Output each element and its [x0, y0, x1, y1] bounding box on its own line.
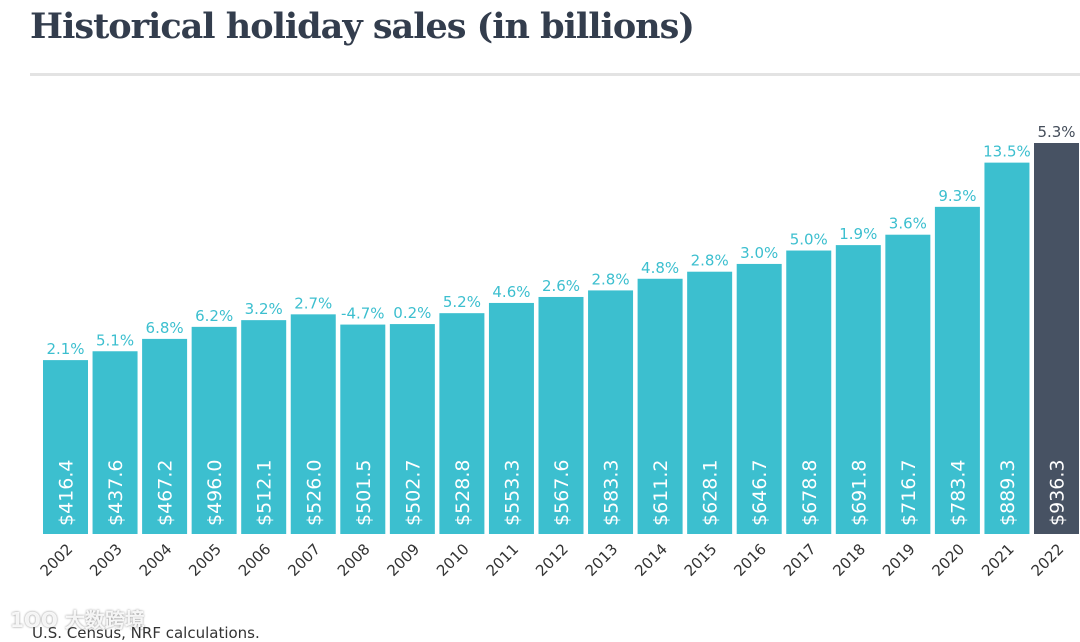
value-label: $567.6 — [551, 460, 573, 526]
x-tick-label: 2005 — [185, 540, 225, 580]
value-label: $501.5 — [353, 460, 375, 526]
bar-2018 — [835, 245, 881, 534]
value-label: $553.3 — [501, 460, 523, 526]
bar-2015 — [687, 271, 733, 534]
value-label: $416.4 — [56, 460, 78, 526]
x-tick-label: 2019 — [879, 540, 919, 580]
x-tick-label: 2006 — [235, 540, 275, 580]
bar-2003 — [92, 351, 138, 534]
growth-label: 2.1% — [46, 340, 84, 358]
value-label: $502.7 — [402, 460, 424, 526]
x-tick-label: 2008 — [334, 540, 374, 580]
source-note: U.S. Census, NRF calculations. — [32, 624, 260, 642]
x-tick-label: 2012 — [532, 540, 572, 580]
growth-label: 3.2% — [245, 300, 283, 318]
x-tick-label: 2010 — [433, 540, 473, 580]
bar-2019 — [885, 234, 931, 535]
growth-label: 3.6% — [889, 215, 927, 233]
bar-2012 — [538, 296, 584, 534]
x-tick-label: 2003 — [86, 540, 126, 580]
x-tick-label: 2016 — [730, 540, 770, 580]
value-label: $583.3 — [601, 460, 623, 526]
bar-2013 — [588, 290, 634, 534]
value-label: $526.0 — [303, 460, 325, 526]
value-label: $889.3 — [997, 460, 1019, 526]
x-tick-label: 2011 — [483, 540, 523, 580]
x-tick-label: 2002 — [37, 540, 77, 580]
growth-label: 13.5% — [983, 143, 1031, 161]
bar-2016 — [736, 263, 782, 534]
growth-label: 2.6% — [542, 277, 580, 295]
bar-2007 — [290, 314, 336, 534]
growth-label: -4.7% — [341, 305, 385, 323]
value-label: $628.1 — [700, 460, 722, 526]
x-tick-label: 2020 — [928, 540, 968, 580]
bar-2011 — [488, 302, 534, 534]
bar-2021 — [984, 162, 1030, 534]
bar-2004 — [142, 338, 188, 534]
value-label: $716.7 — [898, 460, 920, 526]
growth-label: 5.1% — [96, 331, 134, 349]
growth-label: 2.8% — [691, 252, 729, 270]
x-tick-label: 2018 — [829, 540, 869, 580]
growth-label: 5.3% — [1037, 123, 1075, 141]
value-label: $646.7 — [749, 460, 771, 526]
bar-2020 — [934, 206, 980, 534]
x-tick-label: 2004 — [136, 540, 176, 580]
x-tick-label: 2013 — [582, 540, 622, 580]
growth-label: 2.8% — [591, 270, 629, 288]
value-label: $678.8 — [799, 460, 821, 526]
value-label: $437.6 — [105, 460, 127, 526]
growth-label: 5.0% — [790, 231, 828, 249]
growth-label: 0.2% — [393, 304, 431, 322]
x-tick-label: 2022 — [1028, 540, 1068, 580]
growth-label: 9.3% — [938, 187, 976, 205]
growth-label: 6.8% — [146, 319, 184, 337]
chart-title: Historical holiday sales (in billions) — [30, 6, 695, 47]
x-tick-label: 2007 — [284, 540, 324, 580]
bar-2002 — [43, 360, 88, 534]
value-label: $467.2 — [155, 460, 177, 526]
growth-label: 5.2% — [443, 293, 481, 311]
bar-2005 — [191, 326, 237, 534]
growth-label: 4.8% — [641, 259, 679, 277]
value-label: $512.1 — [254, 460, 276, 526]
bar-2006 — [241, 320, 287, 534]
bar-2008 — [340, 324, 386, 534]
value-label: $496.0 — [204, 460, 226, 526]
watermark-logo: 1OO 大数跨境 — [10, 608, 145, 632]
value-label: $691.8 — [848, 460, 870, 526]
growth-label: 3.0% — [740, 244, 778, 262]
x-tick-label: 2014 — [631, 540, 671, 580]
value-label: $783.4 — [947, 460, 969, 526]
bar-2014 — [637, 278, 683, 534]
growth-label: 1.9% — [839, 225, 877, 243]
title-divider — [30, 73, 1080, 76]
x-tick-label: 2015 — [681, 540, 721, 580]
value-label: $611.2 — [650, 460, 672, 526]
bar-2009 — [389, 324, 435, 534]
growth-label: 2.7% — [294, 294, 332, 312]
bar-2010 — [439, 313, 485, 534]
growth-label: 4.6% — [492, 283, 530, 301]
bar-2017 — [786, 250, 832, 535]
x-tick-label: 2021 — [978, 540, 1018, 580]
x-tick-label: 2017 — [780, 540, 820, 580]
value-label: $528.8 — [452, 460, 474, 526]
bar-2022 — [1034, 143, 1079, 534]
growth-label: 6.2% — [195, 307, 233, 325]
x-tick-label: 2009 — [383, 540, 423, 580]
value-label: $936.3 — [1047, 460, 1069, 526]
